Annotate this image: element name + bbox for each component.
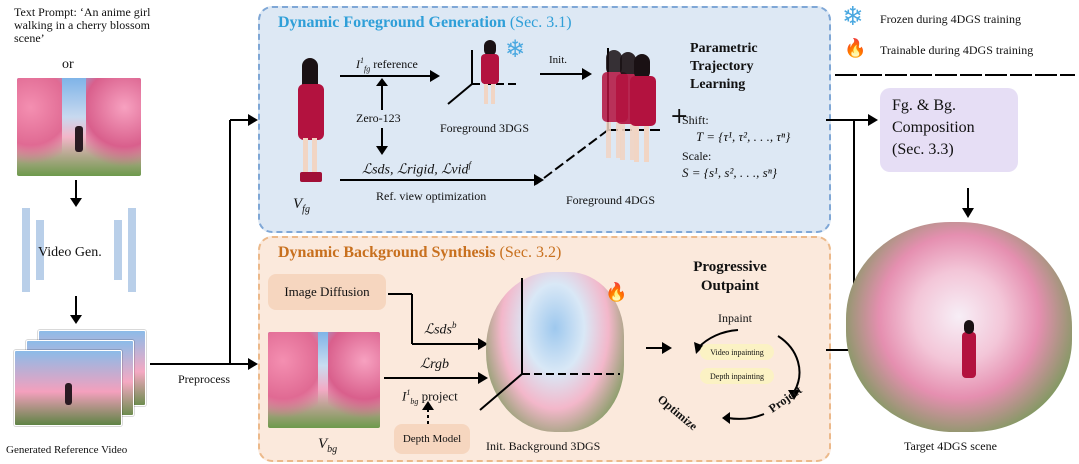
generated-frame-1	[14, 350, 122, 426]
image-diffusion-label: Image Diffusion	[284, 284, 370, 299]
flame-icon: 🔥	[844, 38, 867, 59]
bg-project-text: project	[421, 388, 458, 404]
vfg-label: Vfg	[293, 196, 310, 215]
fg-losses: ℒsds, ℒrigid, ℒvidf	[362, 160, 471, 179]
depth-model-box: Depth Model	[394, 424, 470, 454]
inpaint-label: Inpaint	[718, 311, 752, 325]
fg3dgs-axes	[447, 50, 520, 105]
fg-reference-label: I1fg reference	[356, 54, 418, 75]
background-title-sec: (Sec. 3.2)	[499, 244, 562, 261]
init-label: Init.	[549, 54, 568, 66]
video-inpainting-box: Video inpainting	[700, 344, 774, 360]
bg-project-sub: bg	[410, 396, 419, 406]
preprocess-label: Preprocess	[178, 372, 230, 386]
arrow-to-outpaint	[646, 342, 672, 354]
vbg-label: Vbg	[318, 436, 337, 455]
legend-frozen-label: Frozen during 4DGS training	[880, 12, 1021, 26]
shift-equation: T = {τ¹, τ², . . ., τⁿ}	[696, 129, 791, 144]
vfg-subscript: fg	[302, 204, 310, 215]
arrow-composition-to-target	[962, 188, 974, 218]
fg4dgs-girls	[596, 46, 666, 170]
target-4dgs-scene	[846, 222, 1072, 432]
arrow-image-to-videogen	[70, 180, 82, 207]
arrow-videogen-to-frames	[70, 296, 82, 324]
bg-project-symbol: I	[402, 388, 407, 404]
shift-label: Shift:	[682, 113, 709, 127]
fg-reference-symbol: I	[356, 57, 360, 71]
fg-reference-text: reference	[373, 57, 418, 71]
scale-equation: S = {s¹, s², . . ., sⁿ}	[682, 165, 777, 180]
vbg-image	[268, 332, 380, 428]
scale-label: Scale:	[682, 149, 712, 163]
preprocess-arrows	[150, 114, 258, 370]
foreground-title-text: Dynamic Foreground Generation	[278, 14, 506, 31]
foreground-title-sec: (Sec. 3.1)	[509, 14, 572, 31]
loss-rgb: ℒrgb	[420, 357, 450, 372]
vbg-subscript: bg	[327, 444, 338, 455]
foreground-4dgs-label: Foreground 4DGS	[566, 193, 655, 207]
background-title-text: Dynamic Background Synthesis	[278, 244, 496, 261]
bg3dgs-image	[486, 272, 624, 432]
video-gen-network	[20, 208, 138, 292]
fg-reference-sup: 1	[360, 56, 364, 65]
init-bg-3dgs-label: Init. Background 3DGS	[486, 439, 601, 453]
depth-inpainting-label: Depth inpainting	[710, 371, 764, 381]
fg-losses-text: ℒsds, ℒrigid, ℒvid	[362, 162, 469, 178]
foreground-3dgs-label: Foreground 3DGS	[440, 121, 529, 135]
loss-sds-b-text: ℒsds	[424, 322, 452, 338]
foreground-panel	[258, 6, 831, 233]
depth-model-label: Depth Model	[402, 433, 462, 445]
fg-reference-sub: fg	[364, 64, 371, 74]
text-prompt: Text Prompt: ‘An anime girl walking in a…	[14, 5, 151, 45]
or-label: or	[62, 57, 74, 72]
vbg-symbol: V	[318, 436, 328, 452]
init-arrow	[540, 68, 592, 80]
video-gen-label: Video Gen.	[38, 245, 102, 260]
composition-line2: Composition	[892, 119, 975, 136]
input-image	[17, 78, 141, 176]
fg3dgs-girl	[478, 40, 502, 108]
video-inpainting-label: Video inpainting	[710, 347, 764, 357]
target-4dgs-label: Target 4DGS scene	[904, 439, 997, 453]
legend-trainable-label: Trainable during 4DGS training	[880, 43, 1034, 57]
foreground-title: Dynamic Foreground Generation (Sec. 3.1)	[278, 14, 572, 32]
vfg-symbol: V	[293, 196, 303, 212]
snowflake-icon: ❄	[842, 2, 864, 32]
image-diffusion-box: Image Diffusion	[268, 274, 386, 310]
bg-project-sup: 1	[406, 388, 411, 397]
loss-sds-b-sup: b	[451, 320, 457, 330]
composition-line1: Fg. & Bg.	[892, 97, 957, 114]
outpaint-cycle	[694, 329, 801, 424]
composition-box: Fg. & Bg. Composition (Sec. 3.3)	[880, 88, 1018, 172]
zero123-label: Zero-123	[356, 111, 401, 125]
fg-losses-sup: f	[468, 160, 471, 170]
bg-project-label: I1bg project	[402, 386, 458, 408]
progressive-outpaint-title: Progressive Outpaint	[693, 259, 767, 294]
depth-inpainting-box: Depth inpainting	[700, 368, 774, 384]
bg3dgs-axes	[479, 278, 620, 411]
parametric-trajectory-title: Parametric Trajectory Learning	[690, 41, 758, 92]
composition-line3: (Sec. 3.3)	[892, 141, 954, 158]
girl-figure-vfg	[290, 58, 330, 188]
fg3dgs-frozen-icon: ❄	[505, 35, 526, 63]
ref-view-opt-label: Ref. view optimization	[376, 189, 487, 203]
loss-sds-b: ℒsdsb	[424, 320, 456, 339]
background-title: Dynamic Background Synthesis (Sec. 3.2)	[278, 244, 561, 262]
generated-reference-video-label: Generated Reference Video	[6, 444, 128, 456]
bg3dgs-trainable-icon: 🔥	[605, 282, 628, 303]
plus-sign: +	[670, 104, 689, 129]
bg-arrows	[384, 293, 488, 430]
legend-divider	[835, 74, 1075, 76]
fg-arrows-left	[340, 70, 544, 186]
